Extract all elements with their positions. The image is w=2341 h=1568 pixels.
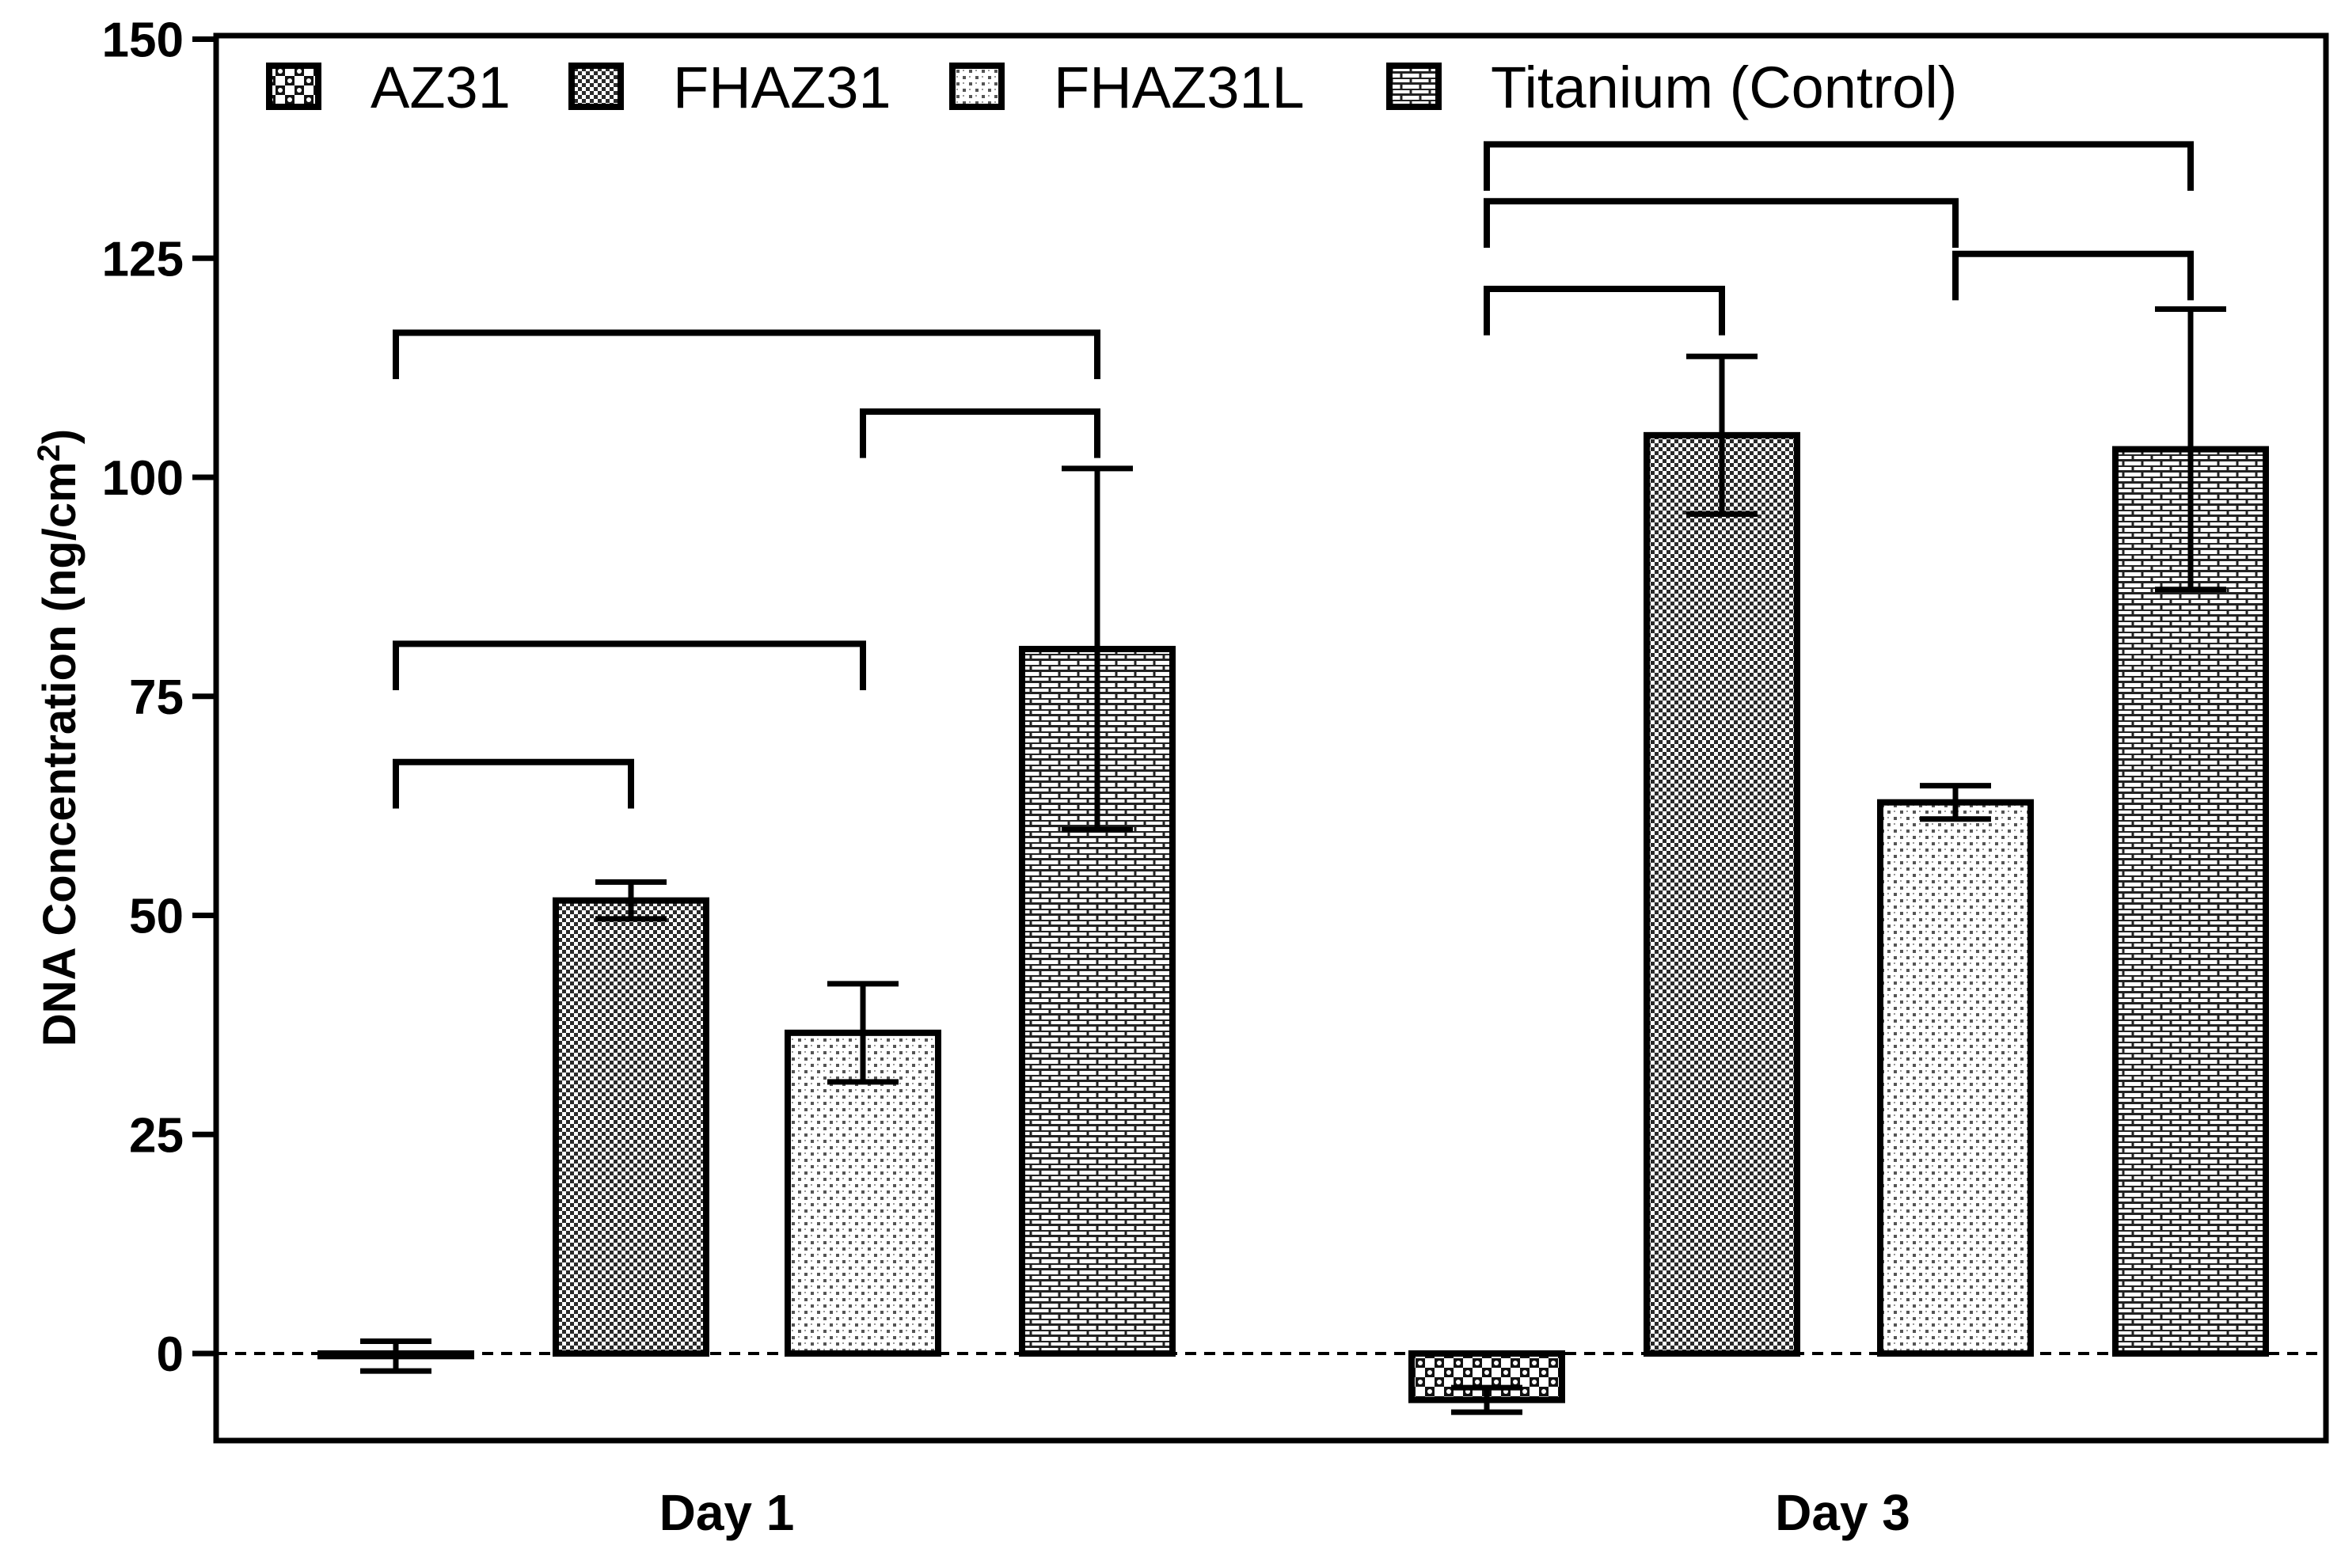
y-axis-label-main: DNA Concentration (ng/cm bbox=[34, 461, 86, 1046]
significance-bracket bbox=[393, 329, 1100, 380]
bar-fhaz31-day-3 bbox=[1644, 431, 1800, 1357]
y-axis: 0 25 50 75 100 125 150 bbox=[102, 13, 216, 1382]
y-tick-label: 125 bbox=[102, 232, 184, 287]
legend-item: AZ31 bbox=[266, 55, 511, 120]
error-bar bbox=[1451, 1384, 1522, 1415]
x-category-label: Day 3 bbox=[1775, 1484, 1910, 1541]
legend-label: FHAZ31L bbox=[1054, 55, 1305, 120]
legend-item: FHAZ31L bbox=[949, 55, 1305, 120]
significance-bracket bbox=[393, 640, 866, 691]
error-bar bbox=[360, 1338, 431, 1374]
legend-item: Titanium (Control) bbox=[1386, 55, 1957, 120]
x-axis-categories: Day 1 Day 3 bbox=[659, 1484, 1910, 1541]
legend-label: AZ31 bbox=[371, 55, 511, 120]
legend-swatch bbox=[266, 63, 321, 110]
significance-bracket bbox=[1484, 141, 2194, 192]
y-tick-label: 0 bbox=[157, 1327, 184, 1382]
x-category-label: Day 1 bbox=[659, 1484, 795, 1541]
legend-swatch bbox=[1386, 63, 1442, 110]
y-tick-label: 100 bbox=[102, 451, 184, 506]
significance-brackets bbox=[393, 141, 2194, 809]
y-tick-label: 50 bbox=[129, 890, 184, 944]
significance-bracket bbox=[1484, 285, 1725, 336]
error-bar bbox=[827, 981, 899, 1085]
legend-swatch bbox=[568, 63, 624, 110]
significance-bracket bbox=[393, 758, 634, 809]
error-bar bbox=[2155, 306, 2226, 593]
bar-fhaz31-day-1 bbox=[553, 897, 709, 1357]
error-bar bbox=[1062, 465, 1133, 833]
y-axis-label-suffix: ) bbox=[34, 429, 86, 444]
y-tick-label: 150 bbox=[102, 13, 184, 68]
bar-fhaz31l-day-3 bbox=[1877, 799, 2034, 1357]
y-axis-label: DNA Concentration (ng/cm2) bbox=[32, 429, 86, 1047]
significance-bracket bbox=[1484, 198, 1959, 248]
error-bar bbox=[1686, 353, 1758, 517]
legend-label: Titanium (Control) bbox=[1491, 55, 1957, 120]
y-tick-label: 75 bbox=[129, 670, 184, 725]
error-bar bbox=[595, 879, 667, 922]
legend-swatch bbox=[949, 63, 1005, 110]
error-bar bbox=[1920, 783, 1991, 822]
bar-fhaz31l-day-1 bbox=[785, 1029, 941, 1357]
plot-frame bbox=[213, 32, 2329, 1444]
y-axis-label-superscript: 2 bbox=[32, 444, 67, 461]
significance-bracket bbox=[1952, 250, 2194, 301]
legend-item: FHAZ31 bbox=[568, 55, 891, 120]
bars bbox=[317, 431, 2269, 1403]
significance-bracket bbox=[860, 408, 1100, 458]
y-tick-label: 25 bbox=[129, 1108, 184, 1163]
error-bars bbox=[360, 306, 2226, 1415]
legend: AZ31 FHAZ31 FHAZ31L Titanium (Control) bbox=[266, 55, 1957, 120]
legend-label: FHAZ31 bbox=[673, 55, 891, 120]
